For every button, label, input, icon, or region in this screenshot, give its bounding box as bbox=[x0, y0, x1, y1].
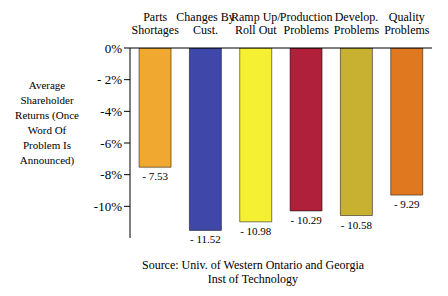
svg-text:- 10.98: - 10.98 bbox=[240, 225, 272, 237]
svg-text:- 2%: - 2% bbox=[97, 72, 122, 87]
svg-text:Develop.Problems: Develop.Problems bbox=[334, 10, 380, 37]
svg-text:-10%: -10% bbox=[94, 199, 122, 214]
svg-text:-8%: -8% bbox=[100, 167, 122, 182]
html-text:Source: Univ. of Western Ontar: Source: Univ. of Western Ontario and Geo… bbox=[142, 258, 364, 286]
svg-text:PartsShortages: PartsShortages bbox=[132, 10, 180, 37]
svg-text:-6%: -6% bbox=[100, 136, 122, 151]
svg-text:Changes ByCust.: Changes ByCust. bbox=[176, 10, 234, 37]
svg-text:- 10.58: - 10.58 bbox=[341, 219, 373, 231]
svg-text:QualityProblems: QualityProblems bbox=[384, 10, 430, 37]
svg-text:ProductionProblems: ProductionProblems bbox=[280, 10, 333, 37]
html-text:Average Shareholder Returns (O: Average Shareholder Returns (Once Word O… bbox=[15, 79, 79, 166]
svg-text:- 7.53: - 7.53 bbox=[142, 170, 168, 182]
svg-text:- 11.52: - 11.52 bbox=[190, 233, 221, 245]
svg-text:0%: 0% bbox=[105, 41, 123, 56]
svg-text:Ramp Up/Roll Out: Ramp Up/Roll Out bbox=[231, 10, 281, 37]
svg-text:- 9.29: - 9.29 bbox=[394, 198, 420, 210]
svg-text:- 10.29: - 10.29 bbox=[290, 214, 322, 226]
svg-text:-4%: -4% bbox=[100, 104, 122, 119]
